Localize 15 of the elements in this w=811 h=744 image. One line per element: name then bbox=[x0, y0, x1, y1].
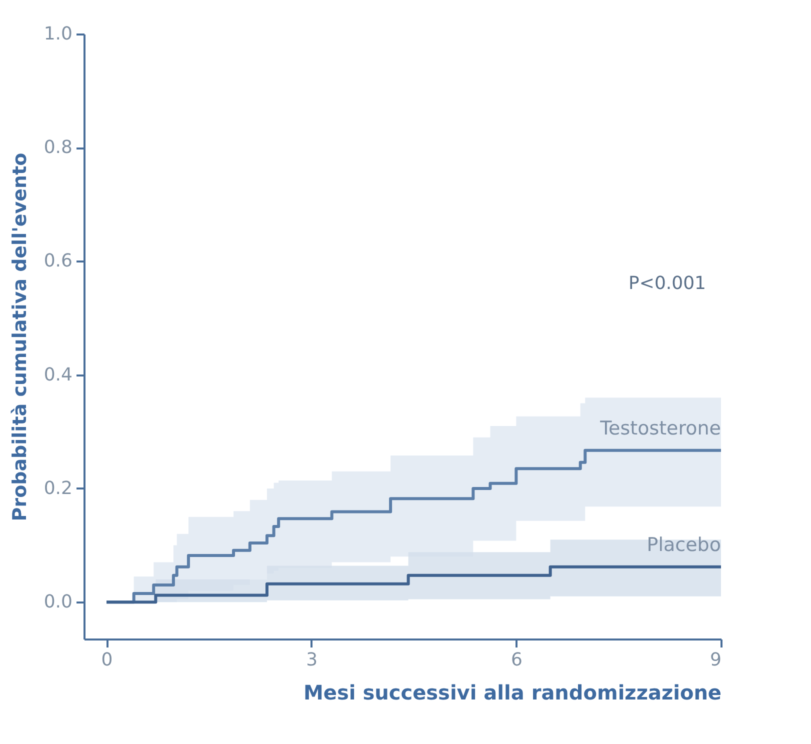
y-tick-label: 0.0 bbox=[44, 592, 72, 613]
annotation: P<0.001 bbox=[628, 273, 706, 294]
y-tick-label: 0.2 bbox=[44, 478, 72, 499]
series-label: Placebo bbox=[646, 534, 721, 556]
x-tick-label: 6 bbox=[510, 650, 522, 670]
x-axis-title: Mesi successivi alla randomizzazione bbox=[304, 680, 722, 704]
x-tick-label: 3 bbox=[306, 650, 318, 670]
y-tick-label: 0.4 bbox=[44, 364, 72, 386]
y-tick-label: 0.6 bbox=[44, 250, 72, 272]
series-label: Testosterone bbox=[599, 417, 721, 440]
x-tick-label: 9 bbox=[710, 650, 722, 670]
y-tick-label: 1.0 bbox=[44, 24, 72, 44]
x-tick-label: 0 bbox=[101, 650, 113, 670]
y-tick-label: 0.8 bbox=[44, 137, 72, 158]
y-axis-title: Probabilità cumulativa dell'evento bbox=[8, 152, 31, 522]
